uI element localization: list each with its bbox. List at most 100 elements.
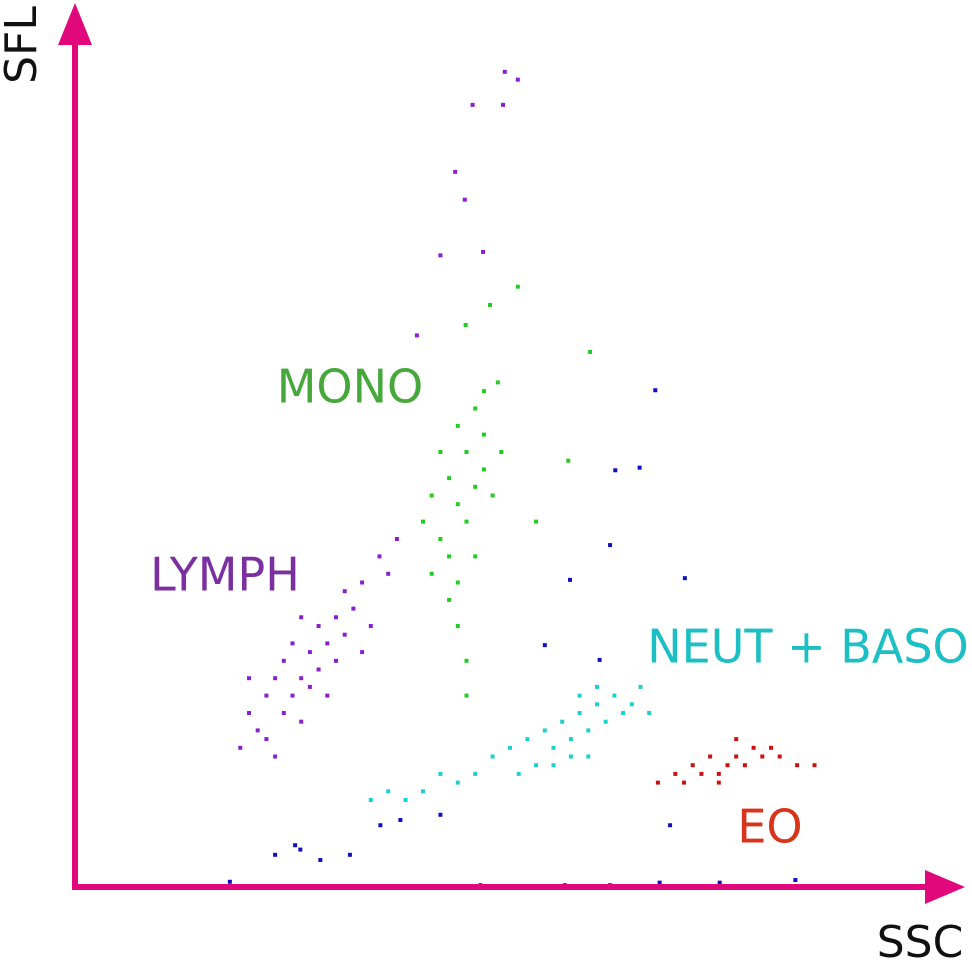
data-point [455,423,460,428]
data-point [542,728,547,733]
data-point [255,728,260,733]
data-point [586,728,591,733]
data-point [481,389,486,394]
data-point [264,737,269,742]
data-point [577,693,582,698]
data-point [515,77,520,82]
data-point [438,812,443,817]
data-point [473,484,478,489]
data-point [298,847,303,852]
data-point [542,643,547,648]
data-point [481,432,486,437]
data-point [487,302,492,307]
data-point [342,589,347,594]
data-point [273,852,278,857]
data-point [247,676,251,681]
data-point [603,719,608,724]
data-point [394,537,399,541]
data-point [447,597,452,602]
data-point [560,719,565,724]
data-point [334,615,338,620]
data-point [325,693,330,698]
data-point [508,745,512,750]
data-point [334,658,338,663]
data-point [455,502,460,507]
data-point [551,763,556,768]
data-point [490,754,495,759]
data-point [597,657,602,662]
data-point [238,745,243,750]
data-point [290,641,295,646]
data-point [629,702,634,707]
data-point [290,693,295,698]
data-point [386,571,391,576]
data-point [793,878,798,883]
data-point [377,554,382,559]
data-point [637,465,642,470]
data-point [464,658,469,663]
data-point [595,684,599,689]
data-point [534,519,539,524]
data-point [657,880,662,885]
data-point [351,606,356,611]
data-point [534,763,539,768]
data-point [595,702,599,707]
data-point [463,322,468,327]
data-point [655,780,660,785]
data-point [347,852,352,857]
data-point [682,780,686,785]
data-point [716,780,721,785]
data-point [473,554,478,559]
data-point [455,580,460,585]
data-point [612,693,617,698]
data-point [751,745,756,750]
data-point [273,754,278,759]
data-point [501,102,506,107]
data-point [551,745,556,750]
data-point [464,519,469,524]
data-point [668,823,673,828]
x-axis-arrow [925,870,965,904]
data-point [325,641,330,646]
data-point [447,476,452,481]
data-point [699,771,704,776]
data-point [293,843,298,848]
x-axis-title: SSC [877,917,964,968]
data-point [621,711,626,715]
data-point [795,763,800,768]
data-point [438,537,443,541]
data-point [368,798,373,802]
data-point [608,543,613,548]
data-point [742,763,747,768]
data-point [264,693,269,698]
data-point [464,693,469,698]
data-point [502,69,507,74]
data-point [568,737,573,742]
data-point [647,711,652,715]
data-point [342,632,347,637]
data-point [516,771,521,776]
data-point [708,754,713,759]
data-point [227,879,232,884]
data-point [473,771,478,776]
data-point [777,754,782,759]
data-point [769,745,773,750]
data-point [307,684,312,689]
data-point [455,780,460,785]
data-point [490,493,495,498]
cluster-label: LYMPH [150,548,300,602]
data-point [378,823,383,828]
data-point [682,576,687,581]
data-point [515,284,520,289]
cluster-label: EO [737,800,802,854]
data-point [421,789,425,794]
data-point [566,458,571,463]
data-point [421,519,425,524]
data-point [499,450,504,454]
cluster-label: NEUT + BASO [647,620,968,674]
data-point [734,754,739,759]
data-point [613,468,618,473]
data-point [525,737,530,742]
data-point [360,650,365,655]
